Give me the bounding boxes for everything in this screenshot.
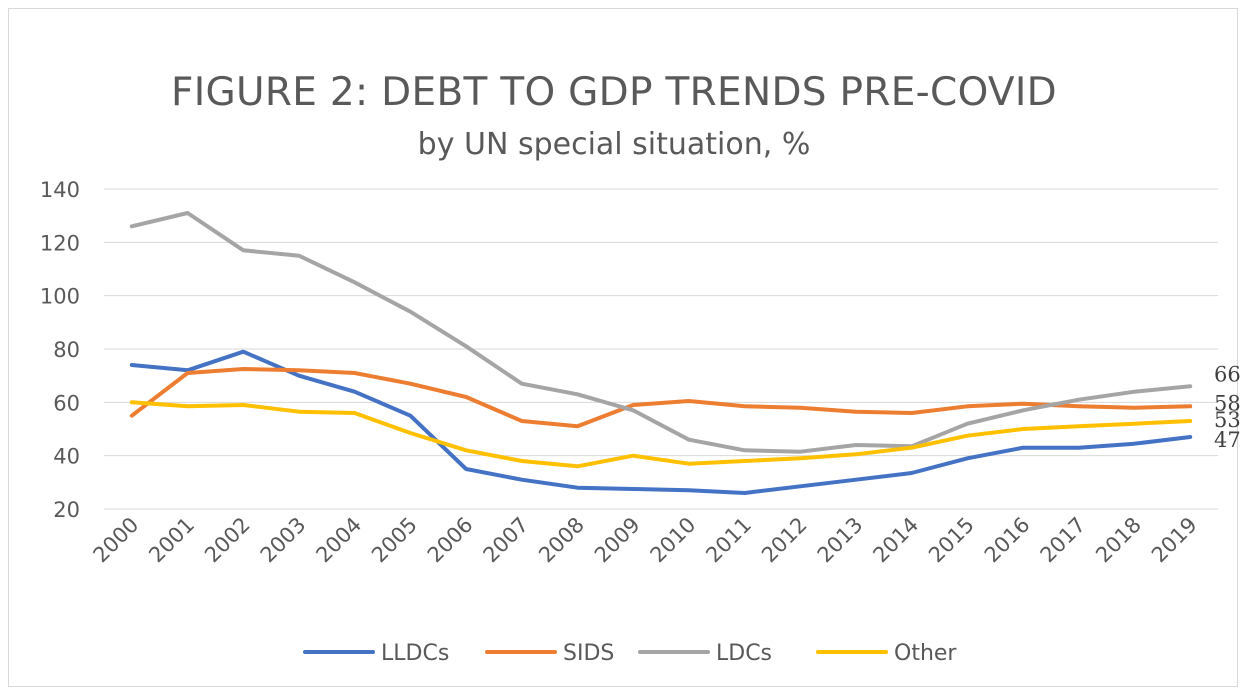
x-tick-label: 2002	[200, 513, 255, 568]
end-label-sids: 58	[1214, 391, 1241, 415]
chart-frame	[8, 8, 1238, 687]
x-tick-label: 2008	[534, 513, 589, 568]
end-label-lldcs: 47	[1214, 428, 1241, 452]
x-tick-label: 2006	[423, 513, 478, 568]
series-line-ldcs	[129, 211, 1193, 454]
x-tick-label: 2000	[89, 513, 144, 568]
y-tick-label: 140	[40, 178, 80, 202]
x-tick-label: 2013	[813, 513, 868, 568]
x-tick-label: 2005	[367, 513, 422, 568]
chart-subtitle: by UN special situation, %	[417, 127, 811, 162]
end-label-other: 53	[1214, 408, 1241, 432]
y-axis-ticks: 20 40 60 80 100 120 140	[40, 178, 80, 522]
legend-label-lldcs: LLDCs	[381, 641, 449, 666]
x-axis-ticks: 2000 2001 2002 2003 2004 2005 2006 2007 2008 2009…	[89, 513, 1202, 568]
legend-label-ldcs: LDCs	[716, 641, 772, 666]
legend: LLDCs SIDS LDCs Other	[303, 641, 957, 666]
x-tick-label: 2019	[1147, 513, 1202, 568]
x-tick-label: 2016	[980, 513, 1035, 568]
y-tick-label: 40	[53, 445, 80, 469]
x-tick-label: 2018	[1091, 513, 1146, 568]
series-line-other	[129, 400, 1193, 469]
y-tick-label: 100	[40, 285, 80, 309]
x-tick-label: 2010	[646, 513, 701, 568]
series-line-sids	[129, 367, 1193, 429]
series-lines	[129, 211, 1193, 495]
y-tick-label: 60	[53, 391, 80, 415]
x-tick-label: 2004	[311, 513, 366, 568]
y-tick-label: 80	[53, 338, 80, 362]
x-tick-label: 2015	[924, 513, 979, 568]
x-tick-label: 2009	[590, 513, 645, 568]
x-tick-label: 2017	[1036, 513, 1091, 568]
x-tick-label: 2012	[757, 513, 812, 568]
legend-label-other: Other	[894, 641, 957, 666]
end-label-ldcs: 66	[1214, 362, 1241, 386]
x-tick-label: 2011	[701, 513, 756, 568]
x-tick-label: 2014	[868, 513, 923, 568]
y-tick-label: 20	[53, 498, 80, 522]
end-labels: 47 58 66 53	[1214, 362, 1241, 452]
x-tick-label: 2001	[144, 513, 199, 568]
x-tick-label: 2003	[256, 513, 311, 568]
series-line-lldcs	[129, 349, 1193, 495]
y-tick-label: 120	[40, 231, 80, 255]
legend-label-sids: SIDS	[563, 641, 614, 666]
x-tick-label: 2007	[479, 513, 534, 568]
chart-title: FIGURE 2: DEBT TO GDP TRENDS PRE-COVID	[170, 70, 1058, 115]
